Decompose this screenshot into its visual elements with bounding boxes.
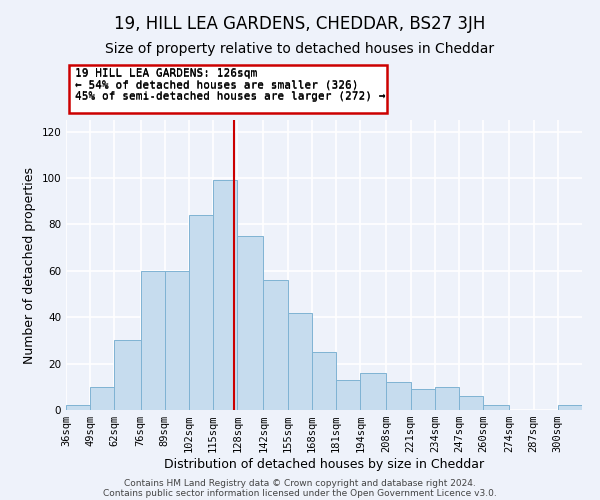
Bar	[115, 340, 140, 410]
X-axis label: Distribution of detached houses by size in Cheddar: Distribution of detached houses by size …	[164, 458, 484, 471]
Bar	[66, 406, 90, 410]
Text: 19 HILL LEA GARDENS: 126sqm
← 54% of detached houses are smaller (326)
45% of se: 19 HILL LEA GARDENS: 126sqm ← 54% of det…	[75, 68, 386, 100]
Bar	[238, 236, 263, 410]
Y-axis label: Number of detached properties: Number of detached properties	[23, 166, 36, 364]
Text: Contains public sector information licensed under the Open Government Licence v3: Contains public sector information licen…	[103, 488, 497, 498]
Bar	[140, 271, 165, 410]
Bar	[90, 387, 115, 410]
Text: Size of property relative to detached houses in Cheddar: Size of property relative to detached ho…	[106, 42, 494, 56]
Bar	[410, 389, 435, 410]
Text: 19, HILL LEA GARDENS, CHEDDAR, BS27 3JH: 19, HILL LEA GARDENS, CHEDDAR, BS27 3JH	[115, 15, 485, 33]
Bar	[165, 271, 189, 410]
Bar	[558, 406, 582, 410]
Bar	[312, 352, 336, 410]
Bar	[263, 280, 287, 410]
Bar	[361, 373, 386, 410]
Bar	[336, 380, 361, 410]
Bar	[287, 312, 312, 410]
Bar	[213, 180, 238, 410]
Bar	[189, 215, 213, 410]
Text: 19 HILL LEA GARDENS: 126sqm
← 54% of detached houses are smaller (326)
45% of se: 19 HILL LEA GARDENS: 126sqm ← 54% of det…	[75, 69, 386, 102]
Text: Contains HM Land Registry data © Crown copyright and database right 2024.: Contains HM Land Registry data © Crown c…	[124, 478, 476, 488]
Bar	[386, 382, 410, 410]
Bar	[459, 396, 483, 410]
Bar	[435, 387, 459, 410]
Bar	[483, 406, 509, 410]
